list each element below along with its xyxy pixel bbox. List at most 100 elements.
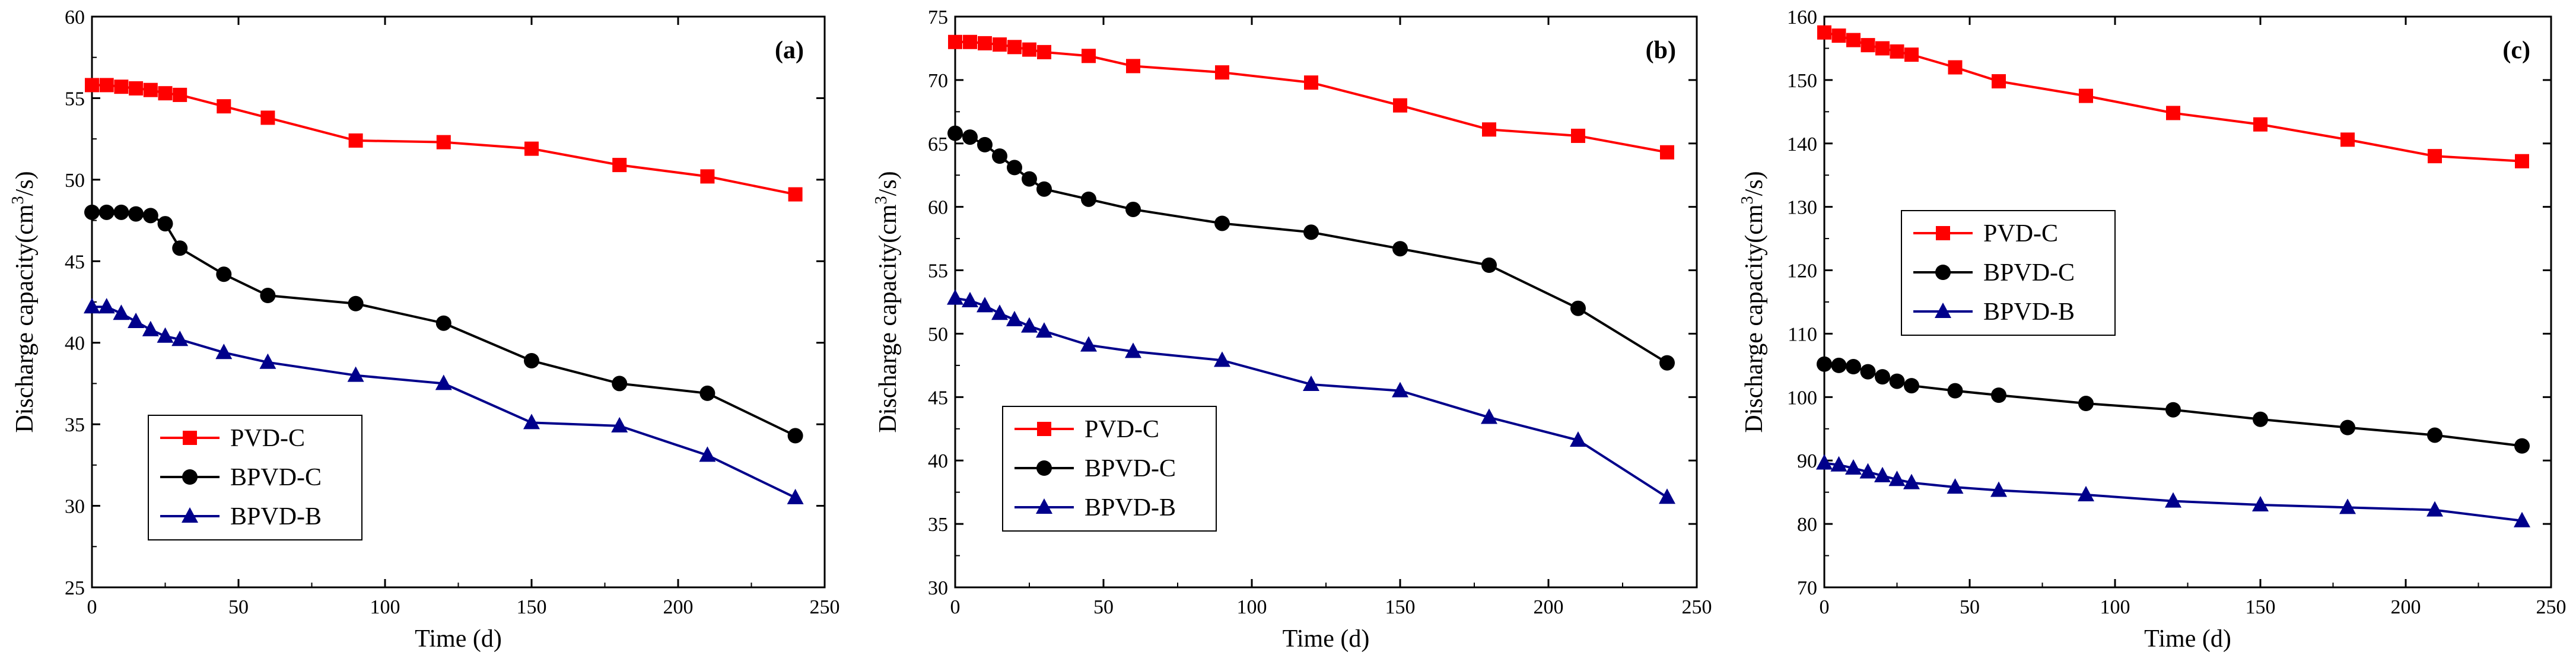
data-point bbox=[128, 206, 144, 222]
data-point bbox=[157, 216, 173, 232]
data-point bbox=[787, 488, 804, 504]
data-point bbox=[2514, 511, 2530, 527]
x-tick-label: 250 bbox=[810, 596, 840, 618]
data-point bbox=[259, 353, 276, 369]
series-bpvd-c bbox=[947, 125, 1675, 371]
data-point bbox=[1126, 59, 1140, 74]
data-point bbox=[171, 330, 189, 346]
y-axis-title-main: Discharge capacity(cm bbox=[1741, 204, 1768, 433]
data-point bbox=[129, 81, 144, 96]
data-point bbox=[1904, 47, 1919, 62]
data-point bbox=[2165, 492, 2181, 508]
y-tick-label: 150 bbox=[1787, 70, 1817, 92]
y-axis-title-main: Discharge capacity(cm bbox=[874, 204, 902, 433]
data-point bbox=[2340, 419, 2355, 435]
x-tick-label: 250 bbox=[2536, 596, 2567, 618]
y-tick-label: 110 bbox=[1788, 323, 1817, 345]
y-tick-label: 35 bbox=[65, 414, 85, 436]
data-point bbox=[1992, 74, 2006, 89]
data-point bbox=[113, 204, 129, 220]
series-bpvd-b bbox=[947, 289, 1675, 504]
legend-marker bbox=[1037, 422, 1051, 436]
y-tick-label: 45 bbox=[928, 387, 948, 409]
data-point bbox=[1903, 473, 1920, 489]
data-point bbox=[1990, 481, 2007, 497]
data-point bbox=[1036, 322, 1052, 338]
data-point bbox=[157, 327, 174, 343]
data-point bbox=[1817, 356, 1832, 372]
x-tick-label: 100 bbox=[2100, 596, 2130, 618]
x-axis-title: Time (d) bbox=[415, 625, 502, 653]
data-point bbox=[977, 136, 993, 152]
series-line bbox=[1824, 31, 2523, 163]
data-point bbox=[1947, 383, 1963, 399]
data-point bbox=[1080, 336, 1097, 352]
data-point bbox=[1888, 470, 1906, 486]
legend-label: BPVD-B bbox=[230, 503, 322, 530]
x-tick-label: 100 bbox=[370, 596, 400, 618]
data-point bbox=[1991, 387, 2006, 403]
x-tick-label: 200 bbox=[1534, 596, 1564, 618]
y-axis-title-main: Discharge capacity(cm bbox=[11, 204, 39, 433]
data-point bbox=[1875, 369, 1890, 385]
data-point bbox=[1570, 431, 1586, 447]
data-point bbox=[788, 187, 803, 202]
y-tick-label: 80 bbox=[1797, 514, 1817, 536]
legend-label: BPVD-B bbox=[1085, 494, 1176, 521]
legend-marker bbox=[1936, 226, 1950, 240]
x-tick-label: 200 bbox=[2391, 596, 2421, 618]
y-tick-label: 60 bbox=[65, 7, 85, 28]
data-point bbox=[173, 87, 187, 102]
data-point bbox=[1006, 310, 1023, 326]
x-tick-label: 50 bbox=[228, 596, 249, 618]
legend-label: BPVD-C bbox=[230, 464, 322, 491]
legend: PVD-C BPVD-C BPVD-B bbox=[1002, 406, 1217, 532]
data-point bbox=[1392, 241, 1408, 257]
chart-panel-c: 0 50 100 150 200 250 70 80 90 100 110 120 130 140 150 1… bbox=[1738, 7, 2567, 653]
panel-label: (a) bbox=[775, 37, 804, 64]
chart-panel-b: 0 50 100 150 200 250 30 35 40 45 50 55 60 65 70 75 Time … bbox=[872, 7, 1712, 653]
data-point bbox=[1659, 355, 1675, 371]
data-point bbox=[1392, 381, 1408, 397]
data-point bbox=[977, 297, 993, 313]
x-axis-title: Time (d) bbox=[1283, 625, 1370, 653]
data-point bbox=[1860, 364, 1876, 380]
data-point bbox=[1007, 40, 1022, 55]
y-tick-label: 140 bbox=[1787, 133, 1817, 155]
data-point bbox=[2078, 485, 2094, 501]
data-point bbox=[1890, 44, 1904, 59]
data-point bbox=[1482, 122, 1496, 137]
legend-label: PVD-C bbox=[1983, 220, 2058, 247]
data-point bbox=[1304, 75, 1318, 90]
data-point bbox=[962, 291, 978, 307]
y-tick-label: 45 bbox=[65, 251, 85, 273]
y-tick-label: 40 bbox=[65, 333, 85, 355]
data-point bbox=[612, 158, 627, 173]
data-point bbox=[1393, 98, 1407, 113]
data-point bbox=[992, 148, 1007, 164]
data-point bbox=[98, 204, 115, 220]
y-tick-label: 70 bbox=[928, 70, 948, 92]
data-point bbox=[948, 34, 962, 49]
y-axis-title: Discharge capacity(cm3/s) bbox=[9, 171, 39, 433]
series-pvd-c bbox=[85, 78, 803, 202]
data-point bbox=[84, 204, 100, 220]
data-point bbox=[435, 315, 451, 331]
data-point bbox=[1214, 351, 1230, 367]
y-tick-label: 75 bbox=[928, 7, 948, 28]
data-point bbox=[1303, 375, 1319, 391]
data-point bbox=[1845, 459, 1862, 475]
series-pvd-c bbox=[1817, 25, 2529, 168]
data-point bbox=[1830, 456, 1847, 472]
y-axis-title-superscript: 3 bbox=[9, 196, 27, 204]
y-tick-label: 50 bbox=[65, 170, 85, 192]
data-point bbox=[348, 295, 364, 311]
data-point bbox=[1904, 378, 1919, 394]
data-point bbox=[1481, 257, 1497, 274]
chart-panel-a: 0 50 100 150 200 250 25 30 35 40 45 50 55 60 Time (d) D… bbox=[9, 7, 840, 653]
data-point bbox=[2428, 149, 2442, 164]
data-point bbox=[2165, 402, 2181, 418]
data-point bbox=[1859, 463, 1877, 479]
y-tick-label: 30 bbox=[65, 496, 85, 518]
data-point bbox=[1022, 42, 1036, 57]
